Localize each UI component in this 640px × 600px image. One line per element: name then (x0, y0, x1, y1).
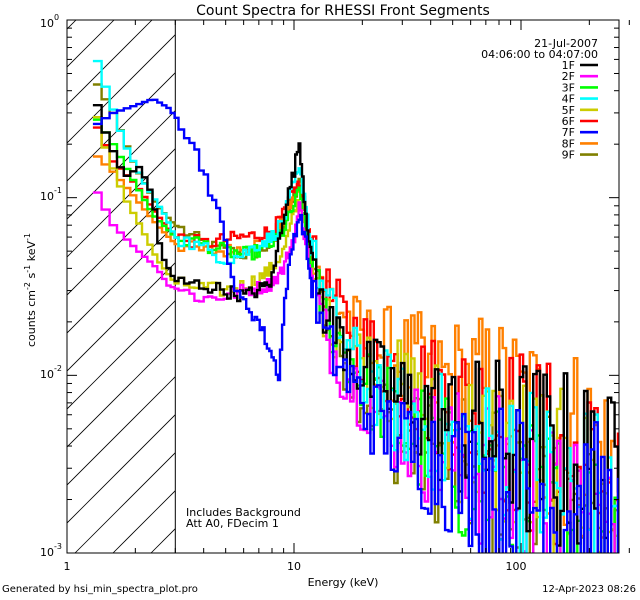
x-tick-label-1: 1 (64, 560, 71, 573)
footer-generated-by: Generated by hsi_min_spectra_plot.pro (2, 584, 198, 595)
hatch-line (67, 110, 176, 220)
legend-label-4F: 4F (562, 93, 575, 106)
hatch-line (67, 224, 176, 334)
svg-text:-1: -1 (54, 186, 62, 195)
legend-label-7F: 7F (562, 126, 575, 139)
annotation-attenuator: Att A0, FDecim 1 (186, 517, 279, 530)
y-tick-label-1e-2: 10 -2 (40, 364, 62, 381)
hatch-line (67, 376, 176, 486)
svg-text:10: 10 (40, 17, 54, 30)
y-axis-label: counts cm-2 s-1 keV-1 (23, 233, 38, 347)
date-label: 21-Jul-2007 (534, 37, 598, 50)
hatch-line (67, 338, 176, 448)
axis-ticks (66, 20, 630, 554)
x-tick-label-10: 10 (287, 560, 301, 573)
series-5F (92, 116, 619, 553)
hatch-line (67, 148, 176, 258)
svg-text:-2: -2 (54, 364, 62, 373)
hatch-line (67, 20, 77, 30)
svg-text:-3: -3 (54, 542, 62, 551)
y-tick-label-1e0: 10 0 (40, 13, 59, 30)
svg-text:0: 0 (54, 13, 59, 22)
hatch-line (67, 20, 115, 68)
legend-label-3F: 3F (562, 81, 575, 94)
annotation-background: Includes Background (186, 506, 301, 519)
y-tick-label-1e-1: 10 -1 (40, 186, 62, 203)
series-group (92, 59, 619, 553)
svg-text:10: 10 (40, 546, 54, 559)
legend-label-9F: 9F (562, 149, 575, 162)
chart-title: Count Spectra for RHESSI Front Segments (196, 3, 490, 19)
hatch-line (67, 414, 176, 524)
legend-label-5F: 5F (562, 104, 575, 117)
legend-label-8F: 8F (562, 137, 575, 150)
legend-label-1F: 1F (562, 59, 575, 72)
plot-frame (66, 19, 620, 554)
hatch-line (67, 186, 176, 296)
time-range-label: 04:06:00 to 04:07:00 (481, 48, 598, 61)
hatch-line (67, 34, 176, 144)
hatch-line (67, 20, 153, 106)
svg-text:10: 10 (40, 368, 54, 381)
y-tick-label-1e-3: 10 -3 (40, 542, 62, 559)
x-tick-label-100: 100 (506, 560, 527, 573)
series-7F (92, 98, 619, 553)
legend-label-2F: 2F (562, 70, 575, 83)
x-axis-label: Energy (keV) (308, 576, 379, 589)
legend-label-6F: 6F (562, 115, 575, 128)
hatch-line (74, 452, 176, 553)
footer-timestamp: 12-Apr-2023 08:26 (542, 584, 636, 595)
svg-text:10: 10 (40, 190, 54, 203)
